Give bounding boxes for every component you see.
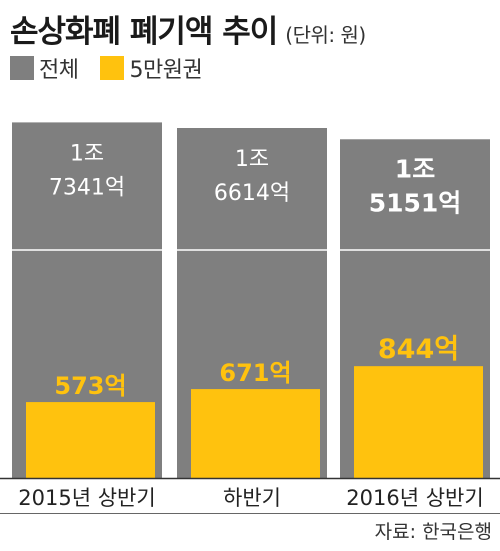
legend-item-50000won: 5만원권	[100, 52, 203, 84]
legend-swatch-total	[10, 56, 34, 80]
category-label-3: 2016년 상반기	[346, 486, 483, 510]
title-row: 손상화폐 폐기액 추이 (단위: 원)	[10, 6, 366, 51]
legend: 전체 5만원권	[10, 52, 224, 84]
bar-50000won-label-3: 844억	[378, 334, 459, 365]
total-label-line1-3: 1조	[395, 154, 435, 183]
legend-label-50000won: 5만원권	[129, 58, 203, 83]
legend-swatch-50000won	[100, 56, 125, 80]
total-label-line1-2: 1조	[235, 147, 269, 172]
bar-50000won-2	[191, 389, 320, 478]
bar-50000won-1	[26, 402, 155, 478]
total-label-line1-1: 1조	[70, 141, 104, 166]
category-label-1: 2015년 상반기	[18, 486, 155, 510]
total-label-line2-3: 5151억	[369, 188, 462, 217]
legend-item-total: 전체	[10, 52, 79, 84]
total-label-line2-2: 6614억	[214, 181, 290, 206]
unit-label: (단위: 원)	[285, 23, 366, 47]
bar-50000won-3	[354, 366, 483, 478]
legend-label-total: 전체	[39, 58, 79, 83]
source-note: 자료: 한국은행	[374, 521, 492, 543]
bar-50000won-label-2: 671억	[219, 359, 291, 387]
chart-title: 손상화폐 폐기액 추이	[10, 14, 278, 50]
total-label-line2-1: 7341억	[49, 175, 125, 200]
bar-50000won-label-1: 573억	[54, 372, 126, 400]
category-label-2: 하반기	[223, 486, 281, 510]
